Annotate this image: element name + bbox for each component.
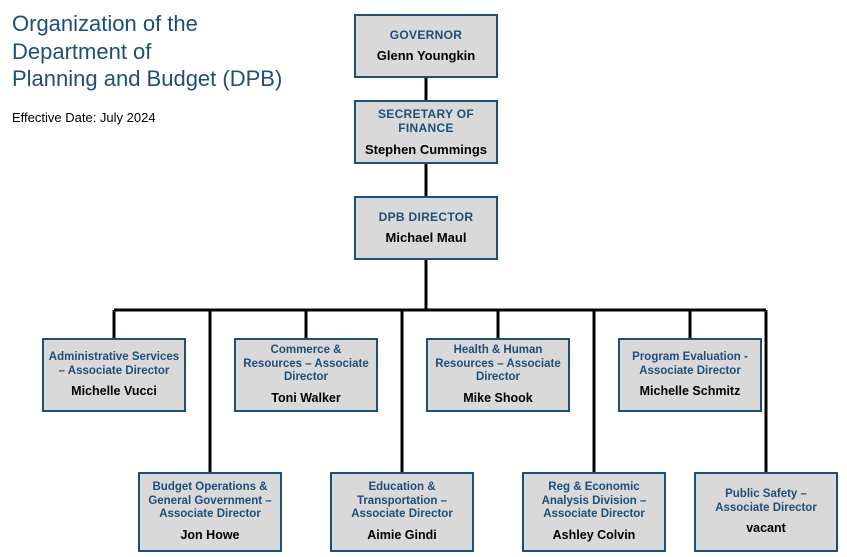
role-label: Public Safety – Associate Director <box>700 488 832 516</box>
node-budget-operations: Budget Operations & General Government –… <box>138 472 282 552</box>
person-name: Michael Maul <box>386 230 467 246</box>
role-label: Budget Operations & General Government –… <box>144 481 276 522</box>
effective-date: Effective Date: July 2024 <box>12 110 156 125</box>
title-line-2: Department of <box>12 39 151 64</box>
node-education-transportation: Education & Transportation – Associate D… <box>330 472 474 552</box>
role-label: Administrative Services – Associate Dire… <box>48 351 180 379</box>
person-name: vacant <box>746 521 786 536</box>
node-commerce-resources: Commerce & Resources – Associate Directo… <box>234 338 378 412</box>
role-label: Commerce & Resources – Associate Directo… <box>240 344 372 385</box>
person-name: Michelle Vucci <box>71 384 157 399</box>
role-label: Health & Human Resources – Associate Dir… <box>432 344 564 385</box>
node-program-evaluation: Program Evaluation - Associate Director … <box>618 338 762 412</box>
title-line-3: Planning and Budget (DPB) <box>12 66 282 91</box>
role-label: Education & Transportation – Associate D… <box>336 481 468 522</box>
person-name: Stephen Cummings <box>365 142 487 158</box>
node-administrative-services: Administrative Services – Associate Dire… <box>42 338 186 412</box>
role-label: SECRETARY OF FINANCE <box>360 107 492 136</box>
person-name: Toni Walker <box>271 391 340 406</box>
person-name: Jon Howe <box>180 528 239 543</box>
person-name: Glenn Youngkin <box>377 48 475 64</box>
person-name: Michelle Schmitz <box>640 384 741 399</box>
node-dpb-director: DPB DIRECTOR Michael Maul <box>354 196 498 260</box>
role-label: Reg & Economic Analysis Division – Assoc… <box>528 481 660 522</box>
title-line-1: Organization of the <box>12 11 198 36</box>
node-health-human-resources: Health & Human Resources – Associate Dir… <box>426 338 570 412</box>
person-name: Ashley Colvin <box>553 528 636 543</box>
page-title: Organization of the Department of Planni… <box>12 10 282 93</box>
node-public-safety: Public Safety – Associate Director vacan… <box>694 472 838 552</box>
node-reg-economic-analysis: Reg & Economic Analysis Division – Assoc… <box>522 472 666 552</box>
node-governor: GOVERNOR Glenn Youngkin <box>354 14 498 78</box>
role-label: GOVERNOR <box>390 28 462 42</box>
person-name: Mike Shook <box>463 391 532 406</box>
role-label: DPB DIRECTOR <box>379 210 474 224</box>
role-label: Program Evaluation - Associate Director <box>624 351 756 379</box>
node-secretary-of-finance: SECRETARY OF FINANCE Stephen Cummings <box>354 100 498 164</box>
person-name: Aimie Gindi <box>367 528 436 543</box>
